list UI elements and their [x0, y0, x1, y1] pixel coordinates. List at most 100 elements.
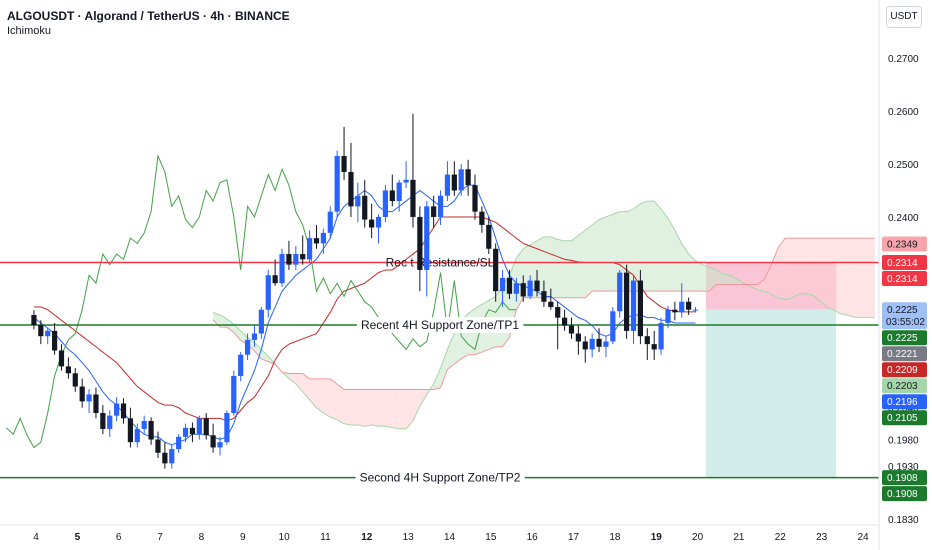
candle-body — [561, 317, 568, 326]
candle-body — [162, 452, 168, 464]
x-tick-label: 20 — [692, 532, 704, 543]
x-tick-label: 7 — [157, 532, 163, 543]
candle — [596, 328, 602, 353]
candle — [127, 407, 134, 448]
candle — [134, 423, 140, 448]
cloud-segment — [371, 389, 379, 427]
candle-body — [306, 238, 313, 260]
candle — [389, 174, 395, 207]
candle-body — [444, 174, 451, 196]
cloud-segment — [309, 378, 317, 408]
cloud-segment — [571, 235, 579, 298]
price-badge-bg — [882, 271, 927, 287]
candle — [479, 206, 485, 233]
candle-body — [38, 325, 44, 337]
candle-body — [72, 373, 78, 387]
candle — [313, 224, 320, 249]
cloud-segment — [612, 211, 620, 292]
cloud-segment — [860, 238, 868, 318]
price-badge-bg — [882, 346, 927, 362]
cloud-segment — [412, 389, 420, 421]
cloud-segment — [378, 389, 386, 427]
candle — [396, 179, 402, 212]
candle — [148, 417, 154, 445]
candle — [217, 436, 223, 456]
candle — [617, 269, 623, 318]
price-badge-text: 0.2209 — [887, 365, 918, 376]
candle-body — [417, 216, 423, 270]
cloud-segment — [778, 238, 786, 300]
cloud-segment — [406, 389, 413, 429]
candle-body — [86, 394, 92, 402]
candle — [155, 431, 161, 459]
candle-body — [182, 427, 189, 437]
price-badge: 0.2105 — [882, 410, 927, 426]
candle-body — [362, 195, 368, 220]
cloud-segment — [681, 243, 689, 292]
price-badge-text: 0.2225 — [887, 333, 918, 344]
candle-body — [424, 206, 430, 270]
x-tick-label: 9 — [240, 532, 246, 543]
candle — [548, 288, 554, 310]
candle — [541, 280, 547, 308]
level-label: Recent 4H Support Zone/TP1 — [361, 318, 519, 332]
level-label-bg — [355, 469, 525, 486]
candle-body — [458, 169, 464, 191]
price-badge-bg — [882, 362, 927, 378]
price-badge-bg — [882, 302, 927, 330]
cloud-segment — [702, 264, 710, 292]
candle — [334, 150, 340, 217]
candle-body — [520, 283, 526, 297]
candle-body — [410, 179, 416, 217]
cloud-segment — [771, 247, 779, 299]
x-tick-label: 23 — [816, 532, 828, 543]
price-badge: 0.2349 — [882, 236, 927, 252]
cloud-segment — [805, 238, 813, 296]
cloud-segment — [288, 373, 296, 384]
candle — [651, 330, 657, 361]
x-tick-label: 13 — [403, 532, 415, 543]
x-tick-label: 6 — [116, 532, 122, 543]
chart-title: ALGOUSDT · Algorand / TetherUS · 4h · BI… — [7, 9, 290, 23]
candle — [603, 336, 609, 358]
candle-body — [155, 439, 161, 453]
y-tick-label: 0.2400 — [888, 213, 919, 224]
candle — [637, 269, 643, 345]
price-badge-text: 0.1908 — [887, 489, 918, 500]
price-badge-countdown: 03:55:02 — [886, 317, 925, 328]
candle — [555, 301, 561, 350]
x-tick-label: 18 — [609, 532, 621, 543]
candle-body — [251, 333, 258, 340]
candle-body — [596, 338, 602, 347]
cloud-segment — [344, 389, 351, 425]
price-badge-text: 0.2225 — [887, 305, 918, 316]
candle — [665, 305, 671, 329]
candle — [589, 333, 595, 358]
x-tick-label: 14 — [444, 532, 456, 543]
cloud-segment — [757, 279, 765, 292]
candle-body — [375, 216, 382, 228]
candle-body — [513, 283, 519, 294]
cloud-segment — [847, 238, 855, 318]
price-badge: 0.2196 — [882, 394, 927, 410]
candle-body — [93, 394, 99, 414]
candle-body — [369, 219, 375, 228]
candle-body — [127, 418, 134, 443]
currency-button[interactable]: USDT — [886, 6, 922, 28]
candle — [238, 352, 244, 382]
candle — [210, 423, 216, 453]
candle — [375, 214, 382, 244]
candle — [141, 415, 147, 435]
candle — [58, 344, 65, 371]
candle — [286, 240, 292, 270]
candle-body — [672, 309, 678, 313]
candle-body — [692, 309, 699, 311]
cloud-segment — [364, 389, 372, 427]
candle — [410, 113, 416, 228]
candle-body — [258, 309, 264, 334]
price-badge-bg — [882, 330, 927, 346]
candle-body — [541, 291, 547, 302]
cloud-segment — [233, 324, 241, 341]
